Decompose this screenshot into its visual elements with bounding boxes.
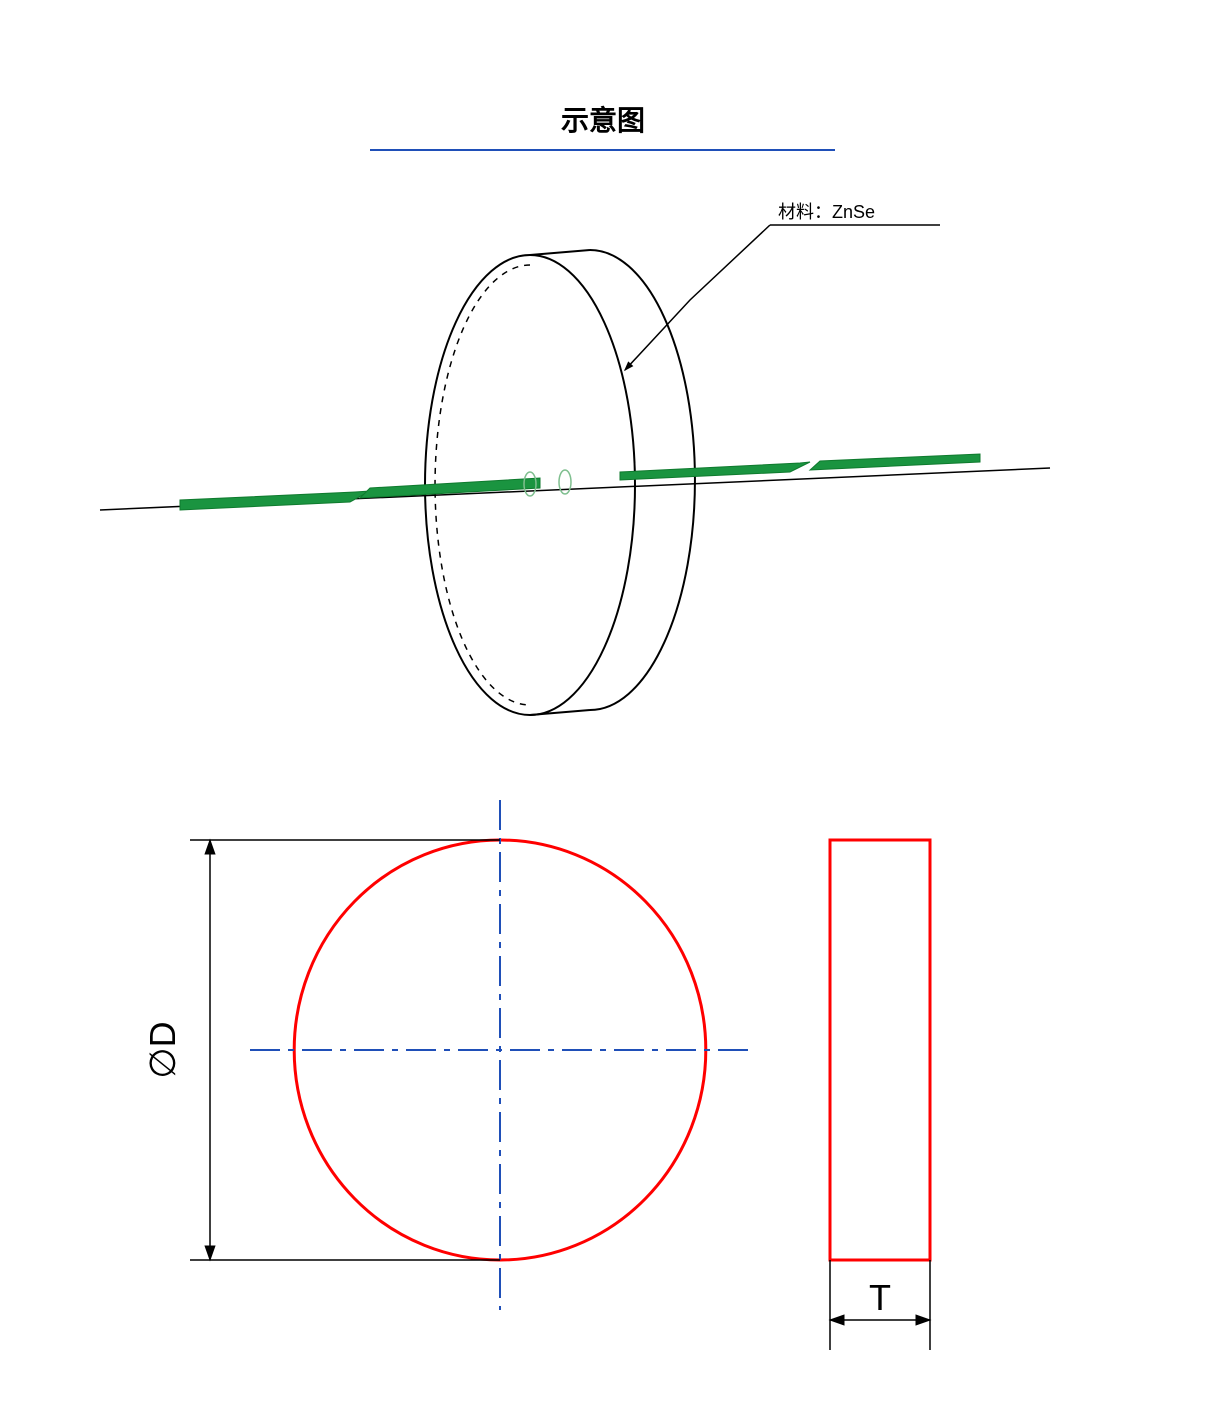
canvas-bg [0,0,1206,1413]
dim-d-label: ∅D [142,1021,183,1078]
dim-t-label: T [869,1277,891,1318]
title-text: 示意图 [561,104,645,136]
callout-label: 材料：ZnSe [778,202,875,222]
